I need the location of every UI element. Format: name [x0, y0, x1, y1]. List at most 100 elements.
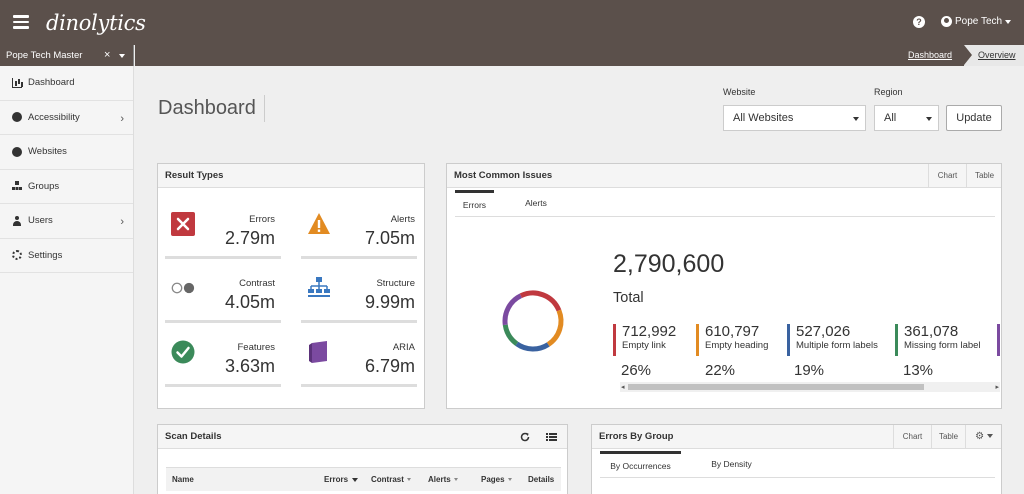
result-type-value: 2.79m — [224, 228, 275, 248]
tab-errors[interactable]: Errors — [455, 190, 494, 217]
donut-slice-5[interactable] — [502, 293, 523, 326]
issue-count: 610,797 — [705, 323, 760, 340]
donut-slice-4[interactable] — [502, 324, 519, 346]
sidebar-item-users[interactable]: Users › — [0, 204, 133, 239]
issue-percent: 19% — [794, 362, 825, 379]
column-header-name[interactable]: Name — [172, 475, 194, 484]
result-type-alerts[interactable]: Alerts 7.05m — [301, 200, 431, 262]
issues-donut-chart — [502, 290, 564, 352]
page-title: Dashboard — [158, 95, 265, 122]
issues-horizontal-scrollbar[interactable]: ◂ ▸ — [620, 382, 1000, 392]
help-icon[interactable]: ? — [913, 16, 925, 28]
issue-name: Empty link — [622, 340, 666, 351]
column-header-alerts[interactable]: Alerts — [428, 475, 458, 484]
sort-icon — [406, 478, 411, 482]
table-view-button[interactable]: Table — [931, 425, 965, 448]
region-select[interactable]: All — [874, 105, 939, 131]
sidebar-item-label: Users — [28, 215, 53, 227]
tab-alerts[interactable]: Alerts — [525, 198, 547, 208]
sidebar-item-accessibility[interactable]: Accessibility › — [0, 101, 133, 135]
organization-select[interactable]: Pope Tech Master × — [0, 45, 134, 66]
scan-details-table-header: Name Errors Contrast Alerts Pages Detail… — [166, 467, 561, 491]
sidebar-item-settings[interactable]: Settings — [0, 239, 133, 273]
issue-name: Multiple form labels — [796, 340, 878, 351]
result-type-label: Features — [237, 342, 276, 353]
organization-select-value: Pope Tech Master — [6, 50, 83, 61]
result-type-label: Contrast — [239, 278, 275, 289]
errors-by-group-panel: Errors By Group Chart Table ⚙ By Occurre… — [591, 424, 1002, 494]
result-type-features[interactable]: Features 3.63m — [165, 328, 295, 390]
donut-slice-1[interactable] — [519, 290, 562, 312]
donut-slice-3[interactable] — [515, 341, 550, 352]
result-type-value: 3.63m — [224, 356, 275, 376]
issue-count: 712,992 — [622, 323, 677, 340]
column-header-contrast[interactable]: Contrast — [371, 475, 411, 484]
sidebar-item-dashboard[interactable]: Dashboard — [0, 66, 133, 101]
refresh-icon[interactable] — [520, 432, 530, 442]
settings-dropdown[interactable]: ⚙ — [965, 425, 1002, 448]
contrast-icon — [171, 282, 195, 294]
chevron-right-icon: › — [120, 216, 124, 228]
issue-name: Empty heading — [705, 340, 769, 351]
universal-access-icon — [12, 112, 22, 123]
sidebar-item-groups[interactable]: Groups — [0, 170, 133, 204]
chart-view-button[interactable]: Chart — [893, 425, 931, 448]
update-button[interactable]: Update — [946, 105, 1002, 131]
hamburger-menu-icon[interactable] — [13, 15, 29, 29]
group-tabs: By Occurrences By Density — [600, 451, 995, 478]
scroll-left-icon[interactable]: ◂ — [621, 384, 625, 391]
total-issues-value: 2,790,600 — [613, 250, 725, 278]
sidebar-item-label: Settings — [28, 249, 63, 261]
column-header-errors[interactable]: Errors — [324, 475, 359, 484]
most-common-issues-header: Most Common Issues Chart Table — [447, 164, 1001, 188]
user-icon — [12, 215, 22, 226]
result-type-label: Alerts — [390, 214, 415, 225]
list-icon[interactable] — [546, 432, 557, 442]
donut-slice-2[interactable] — [546, 309, 564, 347]
result-type-value: 4.05m — [224, 292, 275, 312]
website-select-value: All Websites — [733, 112, 794, 124]
breadcrumb-overview[interactable]: Overview — [964, 45, 1024, 66]
result-type-bar — [301, 320, 417, 323]
tab-by-density[interactable]: By Density — [711, 459, 752, 469]
sort-icon — [453, 478, 458, 482]
result-type-errors[interactable]: Errors 2.79m — [165, 200, 295, 262]
result-type-bar — [165, 384, 281, 387]
scrollbar-thumb[interactable] — [628, 384, 924, 390]
app-logo[interactable]: dinolytics — [46, 11, 146, 35]
region-select-value: All — [884, 112, 897, 124]
result-type-bar — [165, 256, 281, 259]
result-type-aria[interactable]: ARIA 6.79m — [301, 328, 431, 390]
result-type-contrast[interactable]: Contrast 4.05m — [165, 264, 295, 326]
result-type-value: 6.79m — [364, 356, 415, 376]
result-type-bar — [165, 320, 281, 323]
result-type-structure[interactable]: Structure 9.99m — [301, 264, 431, 326]
issue-type-tabs: Errors Alerts — [455, 190, 995, 217]
scroll-right-icon[interactable]: ▸ — [995, 384, 999, 391]
sidebar-item-label: Groups — [28, 180, 60, 192]
chart-view-button[interactable]: Chart — [928, 164, 966, 187]
table-view-button[interactable]: Table — [966, 164, 1002, 187]
sidebar-item-websites[interactable]: Websites — [0, 135, 133, 170]
result-types-panel: Result Types Errors 2.79m Alerts 7.05m C… — [157, 163, 425, 409]
website-filter-label: Website — [723, 87, 756, 97]
issue-percent: 26% — [621, 362, 652, 379]
chevron-down-icon — [986, 434, 993, 439]
result-type-label: Errors — [249, 214, 275, 225]
user-name: Pope Tech — [955, 16, 1003, 27]
sort-icon — [507, 478, 512, 482]
sitemap-icon — [12, 181, 22, 191]
most-common-issues-panel: Most Common Issues Chart Table Errors Al… — [446, 163, 1002, 409]
chevron-down-icon[interactable] — [119, 54, 125, 58]
issue-item-truncated — [997, 324, 1001, 356]
user-menu[interactable]: Pope Tech — [941, 16, 1012, 27]
website-select[interactable]: All Websites — [723, 105, 866, 131]
column-header-label: Alerts — [428, 475, 451, 484]
breadcrumb-dashboard[interactable]: Dashboard — [908, 50, 953, 60]
tab-by-occurrences[interactable]: By Occurrences — [600, 451, 681, 478]
column-header-pages[interactable]: Pages — [481, 475, 512, 484]
alert-icon — [308, 213, 330, 234]
result-types-title: Result Types — [158, 164, 424, 188]
column-header-details: Details — [528, 475, 555, 484]
clear-icon[interactable]: × — [104, 49, 111, 61]
